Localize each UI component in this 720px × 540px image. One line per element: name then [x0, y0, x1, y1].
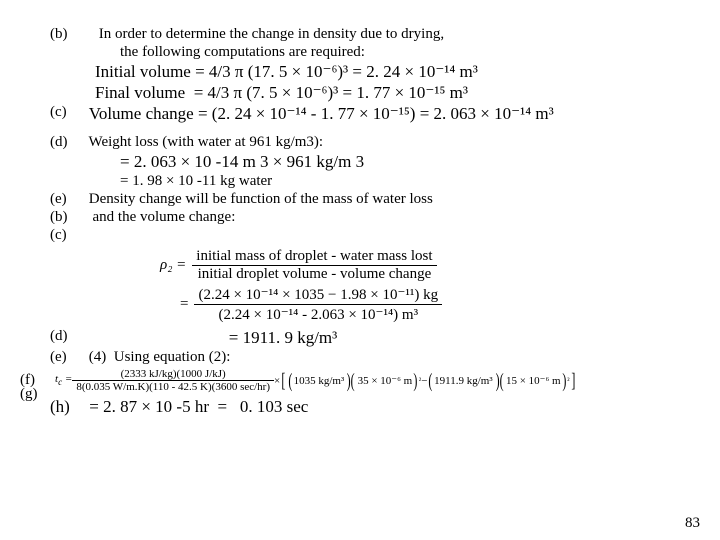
- sq-2: ²: [567, 376, 569, 385]
- text-d2: = 2. 063 × 10 -14 m 3 × 961 kg/m 3: [120, 152, 685, 172]
- line-b2: (b) and the volume change:: [50, 209, 685, 226]
- rparen-2b: )(: [495, 373, 503, 389]
- text-c: Volume change = (2. 24 × 10⁻¹⁴ - 1. 77 ×…: [89, 104, 554, 123]
- frac-2: (2.24 × 10⁻¹⁴ × 1035 − 1.98 × 10⁻¹¹) kg …: [194, 285, 442, 324]
- lparen-1b: (: [288, 373, 292, 389]
- text-b2: the following computations are required:: [120, 44, 685, 61]
- line-e: (e) Density change will be function of t…: [50, 191, 685, 208]
- line-h: (h) = 2. 87 × 10 -5 hr = 0. 103 sec: [50, 397, 685, 417]
- label-b2: (b): [50, 209, 85, 226]
- rho-formula-1: ρ₂ = initial mass of droplet - water mas…: [160, 248, 685, 324]
- text-e2: (4) Using equation (2):: [89, 349, 231, 365]
- page-number: 83: [685, 515, 700, 532]
- rparen-1b: )(: [347, 373, 355, 389]
- eq-sign: =: [180, 296, 188, 313]
- lparen-2: (: [429, 373, 433, 389]
- term-c2: 15 × 10⁻⁶ m: [506, 374, 561, 387]
- label-b: (b): [50, 26, 85, 43]
- text-d: Weight loss (with water at 961 kg/m3):: [88, 134, 323, 150]
- rbrack: ]: [571, 373, 575, 389]
- rparen-1c: ): [414, 373, 418, 389]
- final-volume: Final volume = 4/3 π (7. 5 × 10⁻⁶)³ = 1.…: [95, 83, 685, 103]
- lparen-1: [: [282, 373, 286, 389]
- rho-symbol: ρ₂ =: [160, 257, 186, 274]
- label-c: (c): [50, 104, 85, 121]
- text-e: Density change will be function of the m…: [89, 191, 433, 207]
- frac-1: initial mass of droplet - water mass los…: [192, 248, 436, 283]
- initial-volume: Initial volume = 4/3 π (17. 5 × 10⁻⁶)³ =…: [95, 62, 685, 82]
- label-d: (d): [50, 134, 85, 151]
- frac2-num: (2.24 × 10⁻¹⁴ × 1035 − 1.98 × 10⁻¹¹) kg: [194, 285, 442, 305]
- text-d3: = 1. 98 × 10 -11 kg water: [120, 173, 685, 190]
- text-h: = 2. 87 × 10 -5 hr = 0. 103 sec: [89, 397, 308, 416]
- tc-equation: (f) (g) tc = (2333 kJ/kg)(1000 J/kJ) 8(0…: [20, 368, 655, 393]
- label-e2: (e): [50, 349, 85, 366]
- term-c1: 1911.9 kg/m³: [434, 375, 493, 387]
- fracA-den: 8(0.035 W/m.K)(110 - 42.5 K)(3600 sec/hr…: [72, 381, 274, 393]
- times-1: ×: [274, 375, 280, 387]
- label-g: (g): [20, 386, 55, 403]
- line-d2: (d) = 1911. 9 kg/m³: [50, 328, 685, 348]
- text-b2: and the volume change:: [89, 209, 236, 225]
- line-e2: (e) (4) Using equation (2):: [50, 349, 685, 366]
- minus-1: −: [421, 375, 427, 387]
- label-e: (e): [50, 191, 85, 208]
- label-d2: (d): [50, 328, 85, 345]
- fracA-num: (2333 kJ/kg)(1000 J/kJ): [72, 368, 274, 381]
- frac-A: (2333 kJ/kg)(1000 J/kJ) 8(0.035 W/m.K)(1…: [72, 368, 274, 393]
- frac1-den: initial droplet volume - volume change: [192, 266, 436, 283]
- rparen-2c: ): [562, 373, 566, 389]
- frac2-den: (2.24 × 10⁻¹⁴ - 2.063 × 10⁻¹⁴) m³: [194, 305, 442, 324]
- line-d: (d) Weight loss (with water at 961 kg/m3…: [50, 134, 685, 151]
- line-c: (c) Volume change = (2. 24 × 10⁻¹⁴ - 1. …: [50, 104, 685, 124]
- tc-sym: tc =: [55, 373, 72, 387]
- text-d2: = 1911. 9 kg/m³: [229, 328, 338, 347]
- frac1-num: initial mass of droplet - water mass los…: [192, 248, 436, 266]
- text-b1: In order to determine the change in dens…: [99, 26, 444, 42]
- line-c2: (c): [50, 227, 685, 244]
- label-h: (h): [50, 397, 85, 417]
- term-b1: 1035 kg/m³: [294, 375, 345, 387]
- term-b2: 35 × 10⁻⁶ m: [358, 374, 413, 387]
- label-c2: (c): [50, 227, 85, 244]
- line-b: (b) In order to determine the change in …: [50, 26, 685, 43]
